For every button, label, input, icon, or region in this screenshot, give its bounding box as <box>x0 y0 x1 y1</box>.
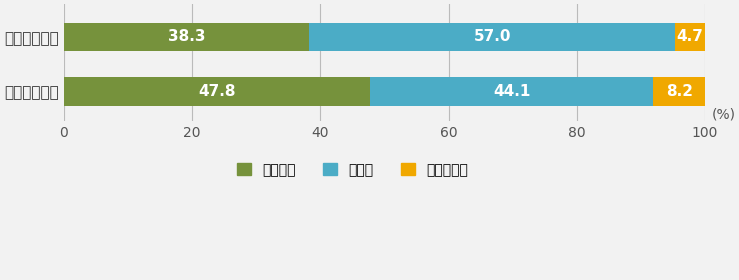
Bar <box>370 77 653 106</box>
Bar <box>64 23 310 51</box>
Text: (%): (%) <box>712 107 735 121</box>
Bar <box>310 23 675 51</box>
Bar <box>675 23 705 51</box>
Bar <box>653 77 706 106</box>
Bar <box>64 77 370 106</box>
Legend: なかった, あった, わからない: なかった, あった, わからない <box>231 157 474 182</box>
Text: 8.2: 8.2 <box>666 84 693 99</box>
Text: 38.3: 38.3 <box>168 29 205 44</box>
Text: 4.7: 4.7 <box>677 29 704 44</box>
Text: 47.8: 47.8 <box>198 84 236 99</box>
Text: 57.0: 57.0 <box>474 29 511 44</box>
Text: 44.1: 44.1 <box>493 84 531 99</box>
